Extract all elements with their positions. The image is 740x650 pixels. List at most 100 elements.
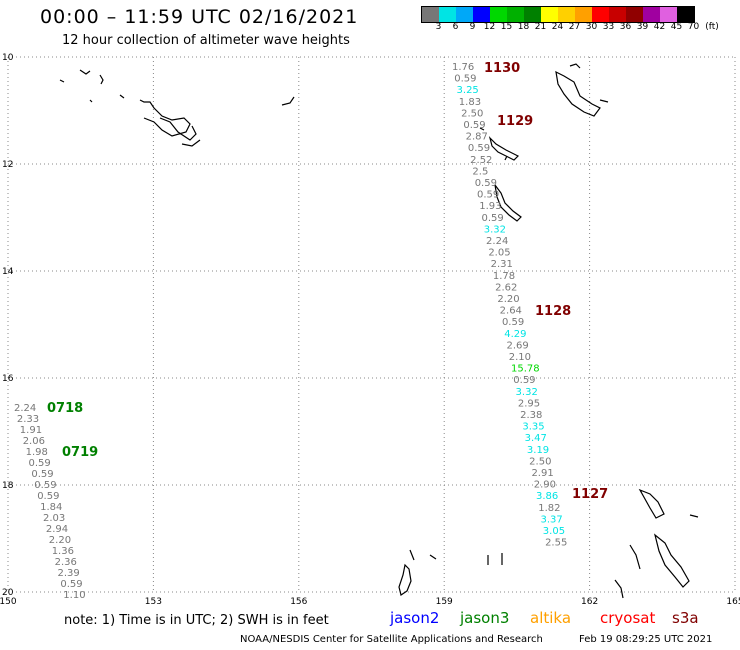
scale-swatch <box>490 7 507 22</box>
wave-height-reading: 1.83 <box>459 97 481 108</box>
graticule <box>7 56 736 593</box>
wave-height-reading: 2.87 <box>466 132 488 143</box>
map-title: 00:00 – 11:59 UTC 02/16/2021 <box>40 6 359 28</box>
wave-height-reading: 2.50 <box>529 456 551 467</box>
wave-height-reading: 3.19 <box>527 445 549 456</box>
wave-height-reading: 3.86 <box>536 491 558 502</box>
pass-time-label: 1127 <box>572 487 608 502</box>
wave-height-reading: 2.62 <box>495 282 517 293</box>
wave-height-reading: 1.10 <box>63 590 85 601</box>
wave-height-reading: 3.05 <box>543 526 565 537</box>
wave-height-reading: 2.33 <box>17 414 39 425</box>
scale-tick-label: 33 <box>602 22 615 32</box>
wave-height-reading: 0.59 <box>60 579 82 590</box>
wave-height-reading: 0.59 <box>37 491 59 502</box>
wave-height-reading: 2.95 <box>518 398 540 409</box>
wave-height-reading: 2.24 <box>486 236 508 247</box>
wave-height-reading: 1.98 <box>26 447 48 458</box>
latitude-label: 18 <box>2 481 14 491</box>
wave-height-reading: 15.78 <box>511 364 540 375</box>
wave-height-reading: 0.59 <box>29 458 51 469</box>
wave-height-reading: 2.10 <box>509 352 531 363</box>
scale-swatch <box>473 7 490 22</box>
wave-height-reading: 2.90 <box>534 480 556 491</box>
wave-height-reading: 2.39 <box>58 568 80 579</box>
scale-swatch <box>507 7 524 22</box>
latitude-label: 16 <box>2 374 14 384</box>
color-scale-legend <box>421 6 695 23</box>
scale-swatch <box>524 7 541 22</box>
longitude-label: 162 <box>581 597 598 607</box>
wave-height-reading: 2.64 <box>500 306 522 317</box>
wave-height-reading: 2.69 <box>506 340 528 351</box>
scale-swatch <box>575 7 592 22</box>
wave-height-reading: 1.91 <box>20 425 42 436</box>
scale-tick-label: 3 <box>435 22 442 32</box>
island-chain-mid <box>479 127 520 161</box>
scale-swatch <box>609 7 626 22</box>
track-jason3: 2.242.331.912.061.980.590.590.590.591.84… <box>14 401 98 601</box>
coast-south-west <box>398 549 503 596</box>
wave-height-reading: 2.24 <box>14 403 36 414</box>
longitude-label: 156 <box>290 597 307 607</box>
coastline <box>59 63 699 599</box>
pass-time-label: 1128 <box>535 304 571 319</box>
pass-time-label: 1129 <box>497 114 533 129</box>
pass-time-label: 0718 <box>47 401 83 416</box>
satellite-legend-cryosat: cryosat <box>600 609 656 627</box>
wave-height-reading: 0.59 <box>463 120 485 131</box>
footer-note: note: 1) Time is in UTC; 2) SWH is in fe… <box>64 613 329 628</box>
wave-height-reading: 2.50 <box>461 108 483 119</box>
island-chain-south <box>494 184 522 222</box>
wave-height-reading: 2.91 <box>531 468 553 479</box>
wave-height-reading: 0.59 <box>477 190 499 201</box>
latitude-label: 20 <box>2 588 14 598</box>
scale-tick-label: 36 <box>619 22 632 32</box>
wave-height-reading: 4.29 <box>504 329 526 340</box>
wave-height-reading: 0.59 <box>482 213 504 224</box>
scale-swatch <box>592 7 609 22</box>
color-scale-labels: 3 6 9 12 15 18 21 24 27 30 33 36 39 42 45 70 (ft) <box>421 22 740 34</box>
scale-swatch <box>541 7 558 22</box>
scale-tick-label: 15 <box>500 22 513 32</box>
scale-tick-label: 6 <box>452 22 459 32</box>
satellite-legend-s3a: s3a <box>672 609 699 627</box>
scale-tick-label: 42 <box>653 22 666 32</box>
wave-height-reading: 2.55 <box>545 538 567 549</box>
scale-tick-label: 70 <box>687 22 700 32</box>
scale-tick-label: 9 <box>469 22 476 32</box>
scale-tick-label: 12 <box>483 22 496 32</box>
longitude-label: 150 <box>0 597 17 607</box>
longitude-label: 153 <box>145 597 162 607</box>
scale-swatch <box>626 7 643 22</box>
wave-height-reading: 2.5 <box>472 166 488 177</box>
pass-time-label: 0719 <box>62 445 98 460</box>
wave-height-reading: 2.05 <box>488 248 510 259</box>
wave-height-reading: 0.59 <box>454 74 476 85</box>
scale-tick-label: 30 <box>585 22 598 32</box>
wave-height-reading: 0.59 <box>31 469 53 480</box>
wave-height-reading: 0.59 <box>502 317 524 328</box>
generated-timestamp: Feb 19 08:29:25 UTC 2021 <box>579 634 713 645</box>
scale-swatch <box>660 7 677 22</box>
wave-height-reading: 3.37 <box>541 514 563 525</box>
pass-time-label: 1130 <box>484 61 520 76</box>
wave-height-reading: 1.82 <box>538 503 560 514</box>
satellite-legend-jason2: jason2 <box>390 609 440 627</box>
wave-height-reading: 1.78 <box>493 271 515 282</box>
wave-height-reading: 2.20 <box>497 294 519 305</box>
wave-height-reading: 3.35 <box>522 422 544 433</box>
latitude-label: 12 <box>2 160 13 170</box>
scale-tick-label: 45 <box>670 22 683 32</box>
wave-height-reading: 2.03 <box>43 513 65 524</box>
longitude-label: 165 <box>726 597 740 607</box>
scale-tick-label: 24 <box>551 22 564 32</box>
wave-height-reading: 1.93 <box>479 201 501 212</box>
satellite-legend-jason3: jason3 <box>460 609 510 627</box>
wave-height-reading: 2.52 <box>470 155 492 166</box>
coast-south-east <box>614 488 699 599</box>
wave-height-reading: 0.59 <box>468 143 490 154</box>
island-cluster-east-north <box>555 63 609 117</box>
